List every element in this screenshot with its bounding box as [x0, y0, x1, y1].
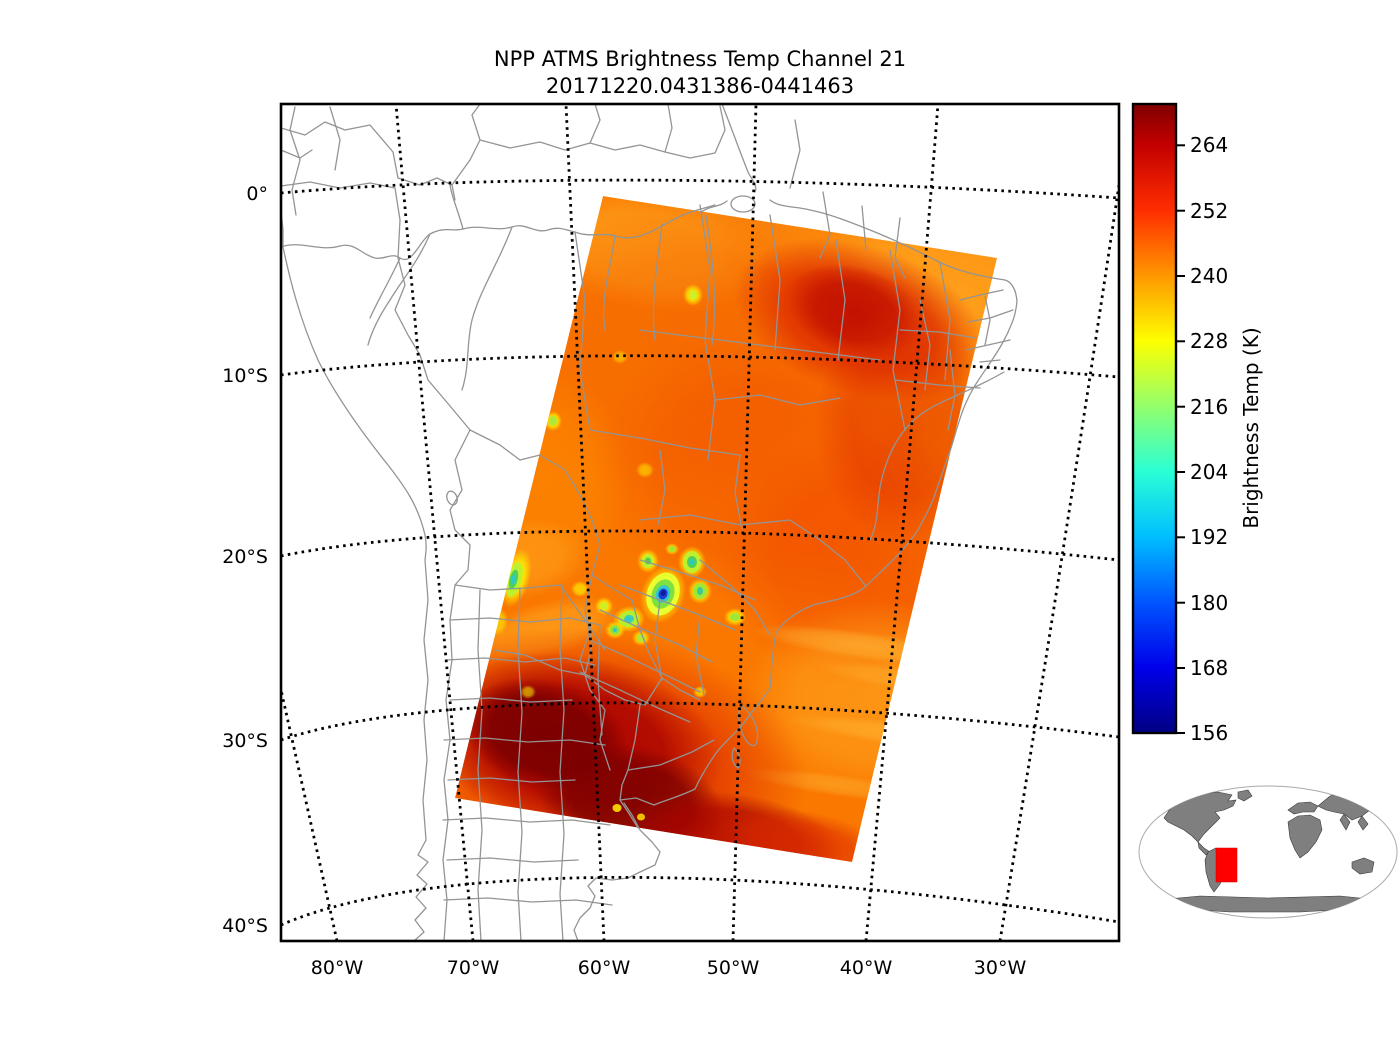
colorbar-frame: [1131, 102, 1178, 735]
x-axis-labels: 80°W 70°W 60°W 50°W 40°W 30°W: [311, 957, 1027, 979]
lat-label-0: 0°: [246, 183, 268, 205]
map-panel: [281, 104, 1119, 941]
graticule: [281, 104, 1119, 941]
lon-label-70w: 70°W: [447, 957, 500, 979]
lon-label-50w: 50°W: [707, 957, 760, 979]
cb-label-204: 204: [1190, 460, 1228, 484]
cb-label-216: 216: [1190, 395, 1228, 419]
lon-label-40w: 40°W: [840, 957, 893, 979]
cb-label-240: 240: [1190, 264, 1228, 288]
y-axis-labels: 0° 10°S 20°S 30°S 40°S: [222, 183, 268, 937]
inset-europe: [1287, 801, 1319, 815]
lon-label-30w: 30°W: [974, 957, 1027, 979]
lat-label-20s: 20°S: [222, 546, 268, 568]
colorbar: 264 252 240 228 216 204 192 180 168 156 …: [1131, 102, 1263, 745]
lat-label-40s: 40°S: [222, 915, 268, 937]
colorbar-axis-label: Brightness Temp (K): [1239, 327, 1263, 528]
cb-label-264: 264: [1190, 133, 1228, 157]
coastline-path: [653, 104, 1018, 806]
lat-label-10s: 10°S: [222, 365, 268, 387]
amazon-river: [281, 204, 716, 261]
inset-swath-footprint: [1215, 847, 1238, 883]
lon-label-60w: 60°W: [578, 957, 631, 979]
colorbar-tick-labels: 264 252 240 228 216 204 192 180 168 156: [1190, 133, 1228, 745]
plot-title: NPP ATMS Brightness Temp Channel 21: [494, 47, 906, 71]
inset-greenland: [1237, 789, 1253, 802]
cb-label-228: 228: [1190, 329, 1228, 353]
inset-africa: [1287, 814, 1323, 859]
colorbar-ticks: [1176, 144, 1185, 734]
plot-frame: [279, 102, 1121, 943]
inset-antarctica: [1157, 895, 1379, 913]
lat-label-30s: 30°S: [222, 730, 268, 752]
inset-australia: [1351, 857, 1375, 875]
cb-label-192: 192: [1190, 525, 1228, 549]
plot-subtitle: 20171220.0431386-0441463: [546, 74, 854, 98]
cold-cloud-spots: [487, 284, 746, 821]
cb-label-156: 156: [1190, 721, 1228, 745]
cb-label-168: 168: [1190, 656, 1228, 680]
colorbar-gradient: [1133, 104, 1176, 733]
cb-label-252: 252: [1190, 199, 1228, 223]
world-inset-map: [1138, 785, 1398, 919]
cb-label-180: 180: [1190, 591, 1228, 615]
lon-label-80w: 80°W: [311, 957, 364, 979]
